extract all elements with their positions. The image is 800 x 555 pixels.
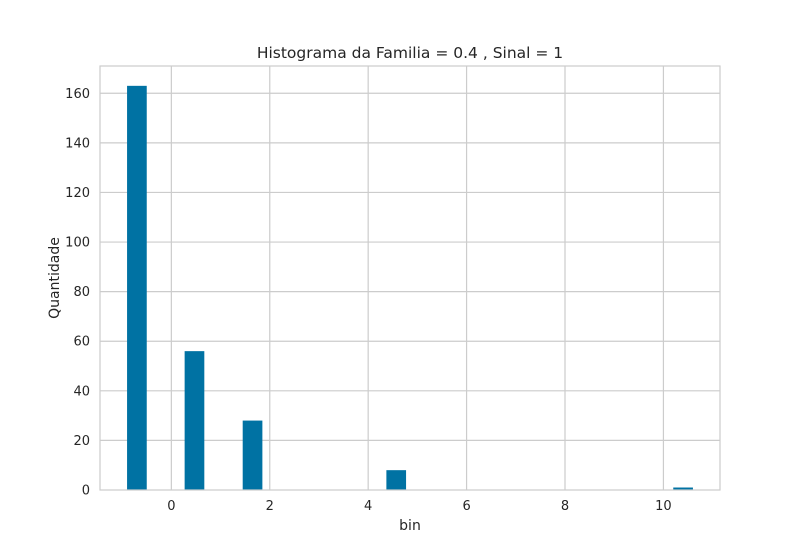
y-tick-label: 100 xyxy=(65,236,90,251)
y-tick-label: 140 xyxy=(65,136,90,151)
y-tick-label: 40 xyxy=(73,384,90,399)
y-tick-label: 20 xyxy=(73,434,90,449)
x-tick-label: 10 xyxy=(655,499,672,514)
x-tick-labels: 0 2 4 6 8 10 xyxy=(167,499,671,514)
bar-3 xyxy=(386,470,407,490)
y-tick-label: 120 xyxy=(65,186,90,201)
y-tick-label: 0 xyxy=(82,484,90,499)
x-axis-label: bin xyxy=(399,518,421,534)
bars xyxy=(127,85,693,491)
y-tick-label: 80 xyxy=(73,285,90,300)
y-tick-label: 60 xyxy=(73,335,90,350)
x-tick-label: 4 xyxy=(364,499,372,514)
bar-2 xyxy=(242,420,263,490)
bar-0 xyxy=(127,85,147,491)
y-tick-label: 160 xyxy=(65,87,90,102)
y-tick-labels: 0 20 40 60 80 100 120 140 160 xyxy=(65,87,90,499)
x-tick-label: 2 xyxy=(266,499,274,514)
x-tick-label: 8 xyxy=(561,499,569,514)
plot-frame xyxy=(99,65,721,491)
bar-1 xyxy=(184,351,205,490)
chart-title: Histograma da Familia = 0.4 , Sinal = 1 xyxy=(257,44,563,62)
bar-4 xyxy=(673,487,693,490)
x-tick-label: 6 xyxy=(462,499,470,514)
x-tick-label: 0 xyxy=(167,499,175,514)
y-axis-label: Quantidade xyxy=(47,237,63,319)
grid xyxy=(100,66,720,490)
